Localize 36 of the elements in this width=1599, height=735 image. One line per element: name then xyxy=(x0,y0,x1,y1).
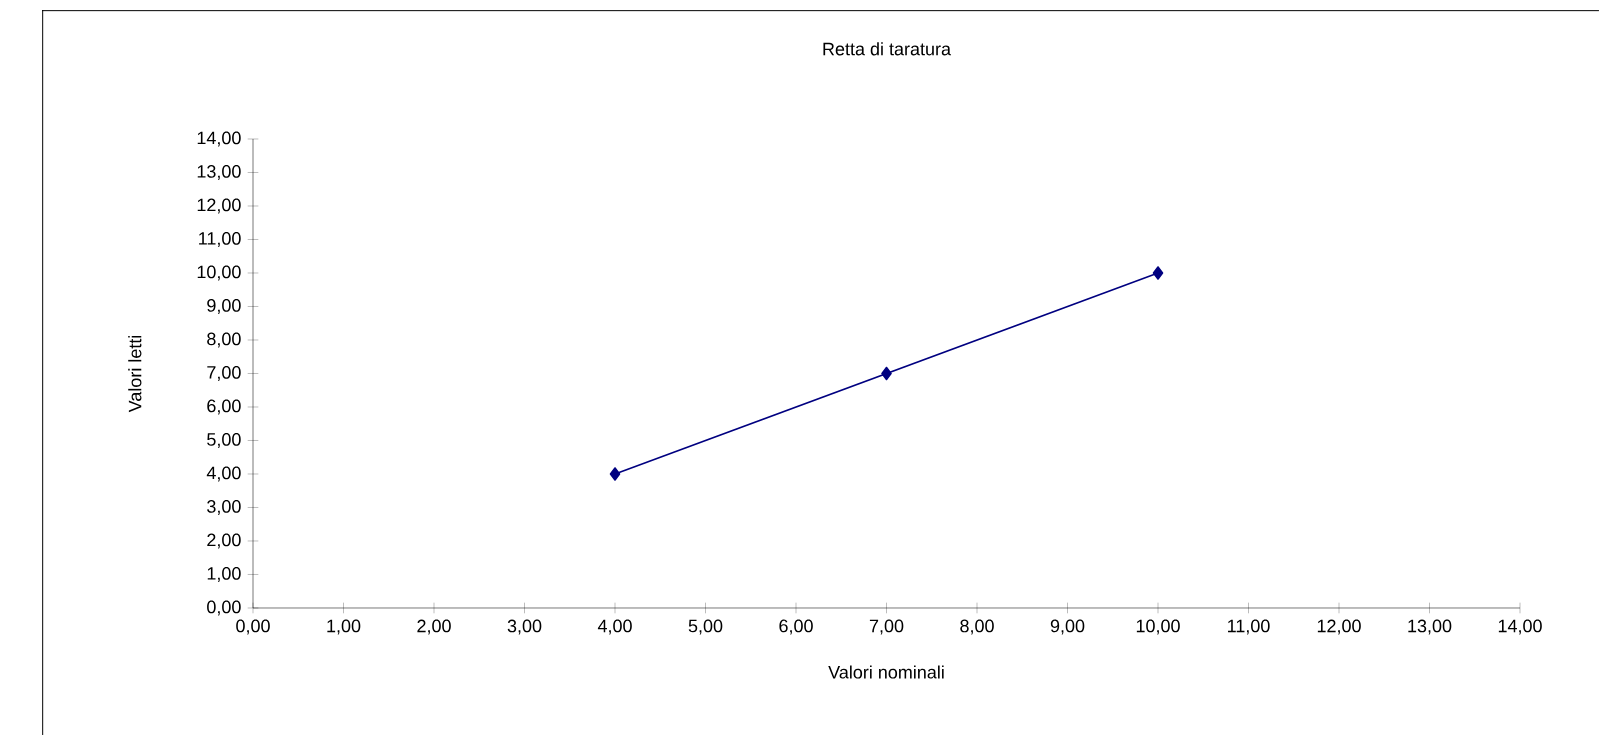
y-axis-title: Valori letti xyxy=(128,335,142,413)
x-tick-label: 6,00 xyxy=(779,619,813,635)
y-tick-label: 13,00 xyxy=(197,165,241,180)
y-tick-label: 4,00 xyxy=(206,466,241,482)
y-tick-label: 8,00 xyxy=(207,332,241,348)
y-tick-label: 7,00 xyxy=(207,366,241,381)
y-tick-label: 0,00 xyxy=(207,600,241,616)
x-tick-label: 14,00 xyxy=(1498,619,1542,635)
x-tick-label: 5,00 xyxy=(688,619,723,635)
chart-title: Retta di taratura xyxy=(823,42,952,56)
x-axis-title: Valori nominali xyxy=(828,665,944,679)
y-tick-label: 5,00 xyxy=(207,433,241,448)
x-tick-label: 10,00 xyxy=(1136,619,1180,635)
y-tick-label: 11,00 xyxy=(199,232,241,247)
x-tick-label: 8,00 xyxy=(960,619,994,635)
x-tick-label: 12,00 xyxy=(1317,619,1361,635)
y-tick-label: 1,00 xyxy=(207,567,241,582)
x-tick-label: 13,00 xyxy=(1408,619,1452,635)
x-tick-label: 7,00 xyxy=(869,619,904,635)
y-tick-label: 10,00 xyxy=(197,265,241,281)
y-tick-label: 12,00 xyxy=(197,198,241,214)
x-tick-label: 9,00 xyxy=(1050,619,1085,635)
x-tick-label: 11,00 xyxy=(1228,619,1270,635)
y-tick-label: 14,00 xyxy=(197,131,241,147)
x-tick-label: 3,00 xyxy=(507,619,542,635)
y-tick-label: 6,00 xyxy=(207,399,241,415)
y-tick-label: 9,00 xyxy=(207,299,241,314)
x-tick-label: 4,00 xyxy=(597,619,632,635)
y-tick-label: 2,00 xyxy=(207,533,241,549)
x-tick-label: 1,00 xyxy=(327,619,361,635)
point xyxy=(609,467,621,481)
y-tick-label: 3,00 xyxy=(207,500,241,515)
x-tick-label: 0,00 xyxy=(236,619,270,635)
point xyxy=(881,366,892,381)
x-tick-label: 2,00 xyxy=(417,619,451,635)
point xyxy=(1152,266,1164,280)
